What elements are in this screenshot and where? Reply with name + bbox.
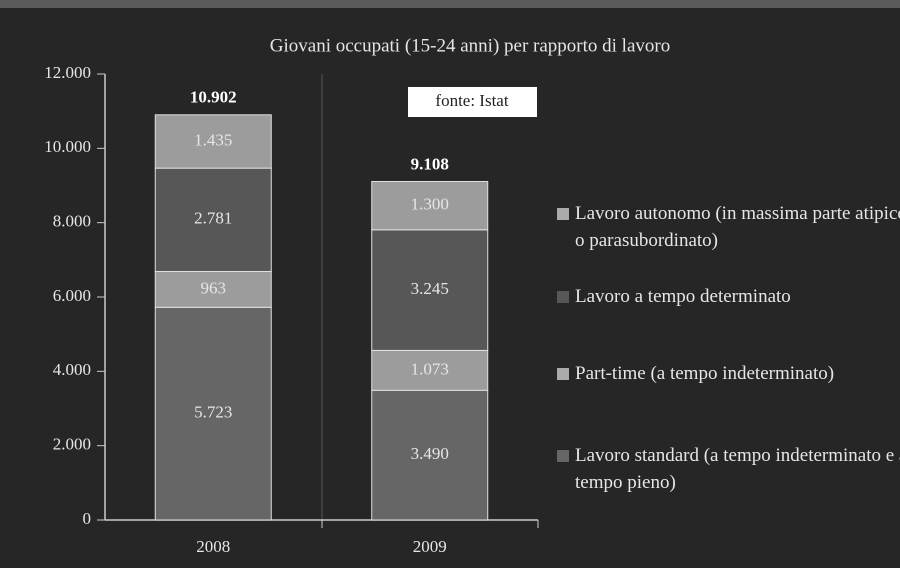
data-label: 3.245	[411, 279, 449, 298]
legend-swatch	[557, 450, 569, 462]
y-tick-label: 8.000	[53, 212, 91, 231]
data-label: 2.781	[194, 209, 232, 228]
bar-segment	[371, 229, 489, 351]
data-label: 1.300	[411, 195, 449, 214]
bar-segment	[154, 114, 272, 169]
y-tick-label: 12.000	[44, 63, 91, 82]
legend-swatch	[557, 291, 569, 303]
bar-segment	[371, 389, 489, 521]
y-tick-label: 6.000	[53, 286, 91, 305]
total-label: 10.902	[190, 88, 237, 107]
legend-entry: Lavoro a tempo determinato	[557, 283, 900, 310]
legend-entry: Lavoro standard (a tempo indeterminato e…	[557, 442, 900, 496]
legend-label: Part-time (a tempo indeterminato)	[575, 363, 835, 384]
bar-segment	[371, 180, 489, 231]
data-label: 963	[201, 278, 227, 297]
legend-entry: Part-time (a tempo indeterminato)	[557, 360, 900, 387]
bar-segment	[154, 271, 272, 308]
data-label: 3.490	[411, 444, 449, 463]
total-label: 9.108	[411, 154, 449, 173]
annotation: fonte: Istat	[435, 91, 508, 110]
y-tick-label: 10.000	[44, 137, 91, 156]
legend-label: Lavoro autonomo (in massima parte atipic…	[575, 203, 900, 251]
x-tick-label: 2008	[196, 537, 230, 556]
bar-segment	[154, 306, 272, 521]
top-strip	[0, 0, 900, 8]
chart-title: Giovani occupati (15-24 anni) per rappor…	[270, 35, 670, 56]
annotation-box	[408, 87, 537, 117]
y-tick-label: 4.000	[53, 360, 91, 379]
y-tick-label: 2.000	[53, 435, 91, 454]
legend-swatch	[557, 208, 569, 220]
legend-label: Lavoro standard (a tempo indeterminato e…	[575, 445, 900, 493]
data-label: 5.723	[194, 403, 232, 422]
y-tick-label: 0	[83, 509, 92, 528]
data-label: 1.435	[194, 130, 232, 149]
data-label: 1.073	[411, 359, 449, 378]
legend-entry: Lavoro autonomo (in massima parte atipic…	[557, 200, 900, 254]
legend-label: Lavoro a tempo determinato	[575, 286, 791, 307]
legend-swatch	[557, 368, 569, 380]
bar-segment	[371, 349, 489, 391]
bar-segment	[154, 167, 272, 273]
x-tick-label: 2009	[413, 537, 447, 556]
